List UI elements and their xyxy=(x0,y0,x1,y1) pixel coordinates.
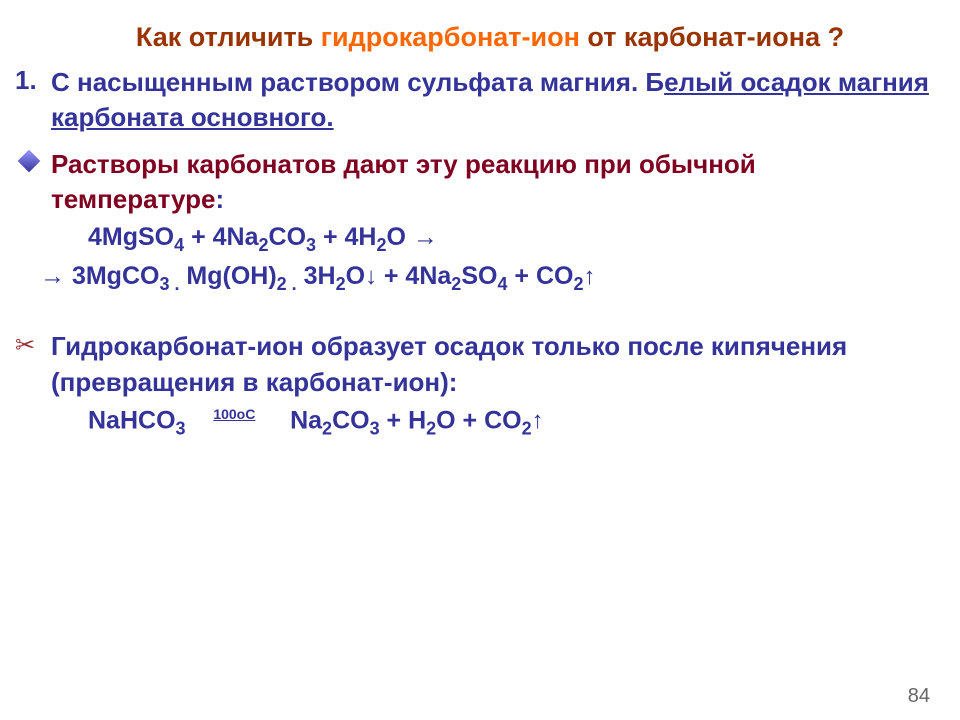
f3e: O + CO xyxy=(436,406,521,434)
item3-text: Гидрокарбонат-ион образует осадок только… xyxy=(51,329,930,399)
arrow-up-icon xyxy=(583,262,595,290)
formula-3: NaHCO3 100oC Na2CO3 + H2O + CO2 xyxy=(88,406,930,439)
list-item-3: ✂ Гидрокарбонат-ион образует осадок толь… xyxy=(50,329,930,399)
list-item-2: Растворы карбонатов дают эту реакцию при… xyxy=(50,147,930,217)
scissors-icon: ✂ xyxy=(15,329,51,360)
item2-text1: Растворы карбонатов дают эту реакцию при… xyxy=(51,149,756,214)
f2c: 3H xyxy=(297,262,336,290)
f1a: 4MgSO xyxy=(88,223,174,251)
item1-line1a: С насыщенным раствором сульфата магния. … xyxy=(51,67,664,97)
item2-text: Растворы карбонатов дают эту реакцию при… xyxy=(51,147,930,217)
f1c: CO xyxy=(269,223,307,251)
f2d: O xyxy=(346,262,365,290)
f2b: Mg(OH) xyxy=(179,262,276,290)
arrow-down-icon xyxy=(365,262,377,290)
item1-text: С насыщенным раствором сульфата магния. … xyxy=(51,65,930,135)
formula-2: 3MgCO3 . Mg(OH)2 . 3H2O + 4Na2SO4 + CO2 xyxy=(40,262,930,295)
f1d: + 4H xyxy=(316,223,376,251)
f3b: Na xyxy=(255,406,322,434)
f2a: 3MgCO xyxy=(65,262,159,290)
number-marker: 1. xyxy=(15,65,51,96)
arrow-right-icon xyxy=(413,223,438,251)
f3cond: 100oC xyxy=(213,406,255,422)
item2-colon: : xyxy=(215,184,224,214)
title-accent: гидрокарбонат-ион xyxy=(321,22,580,52)
slide-title: Как отличить гидрокарбонат-ион от карбон… xyxy=(50,20,930,55)
list-item-1: 1. С насыщенным раствором сульфата магни… xyxy=(50,65,930,135)
f2f: SO xyxy=(461,262,497,290)
f2g: + CO xyxy=(507,262,573,290)
page-number: 84 xyxy=(908,685,930,708)
title-qmark: ? xyxy=(828,22,845,52)
formula-1: 4MgSO4 + 4Na2CO3 + 4H2O xyxy=(88,223,930,256)
f3a: NaHCO xyxy=(88,406,176,434)
title-part2: от карбонат-иона xyxy=(580,22,828,52)
diamond-marker xyxy=(15,147,51,169)
f3c: CO xyxy=(332,406,370,434)
arrow-right-icon-2 xyxy=(40,262,65,290)
title-part1: Как отличить xyxy=(136,22,321,52)
arrow-up-icon-2 xyxy=(532,406,544,434)
f1b: + 4Na xyxy=(184,223,258,251)
diamond-icon xyxy=(18,150,41,173)
f2e: + 4Na xyxy=(377,262,451,290)
f3d: + H xyxy=(380,406,427,434)
f1e: O xyxy=(387,223,413,251)
